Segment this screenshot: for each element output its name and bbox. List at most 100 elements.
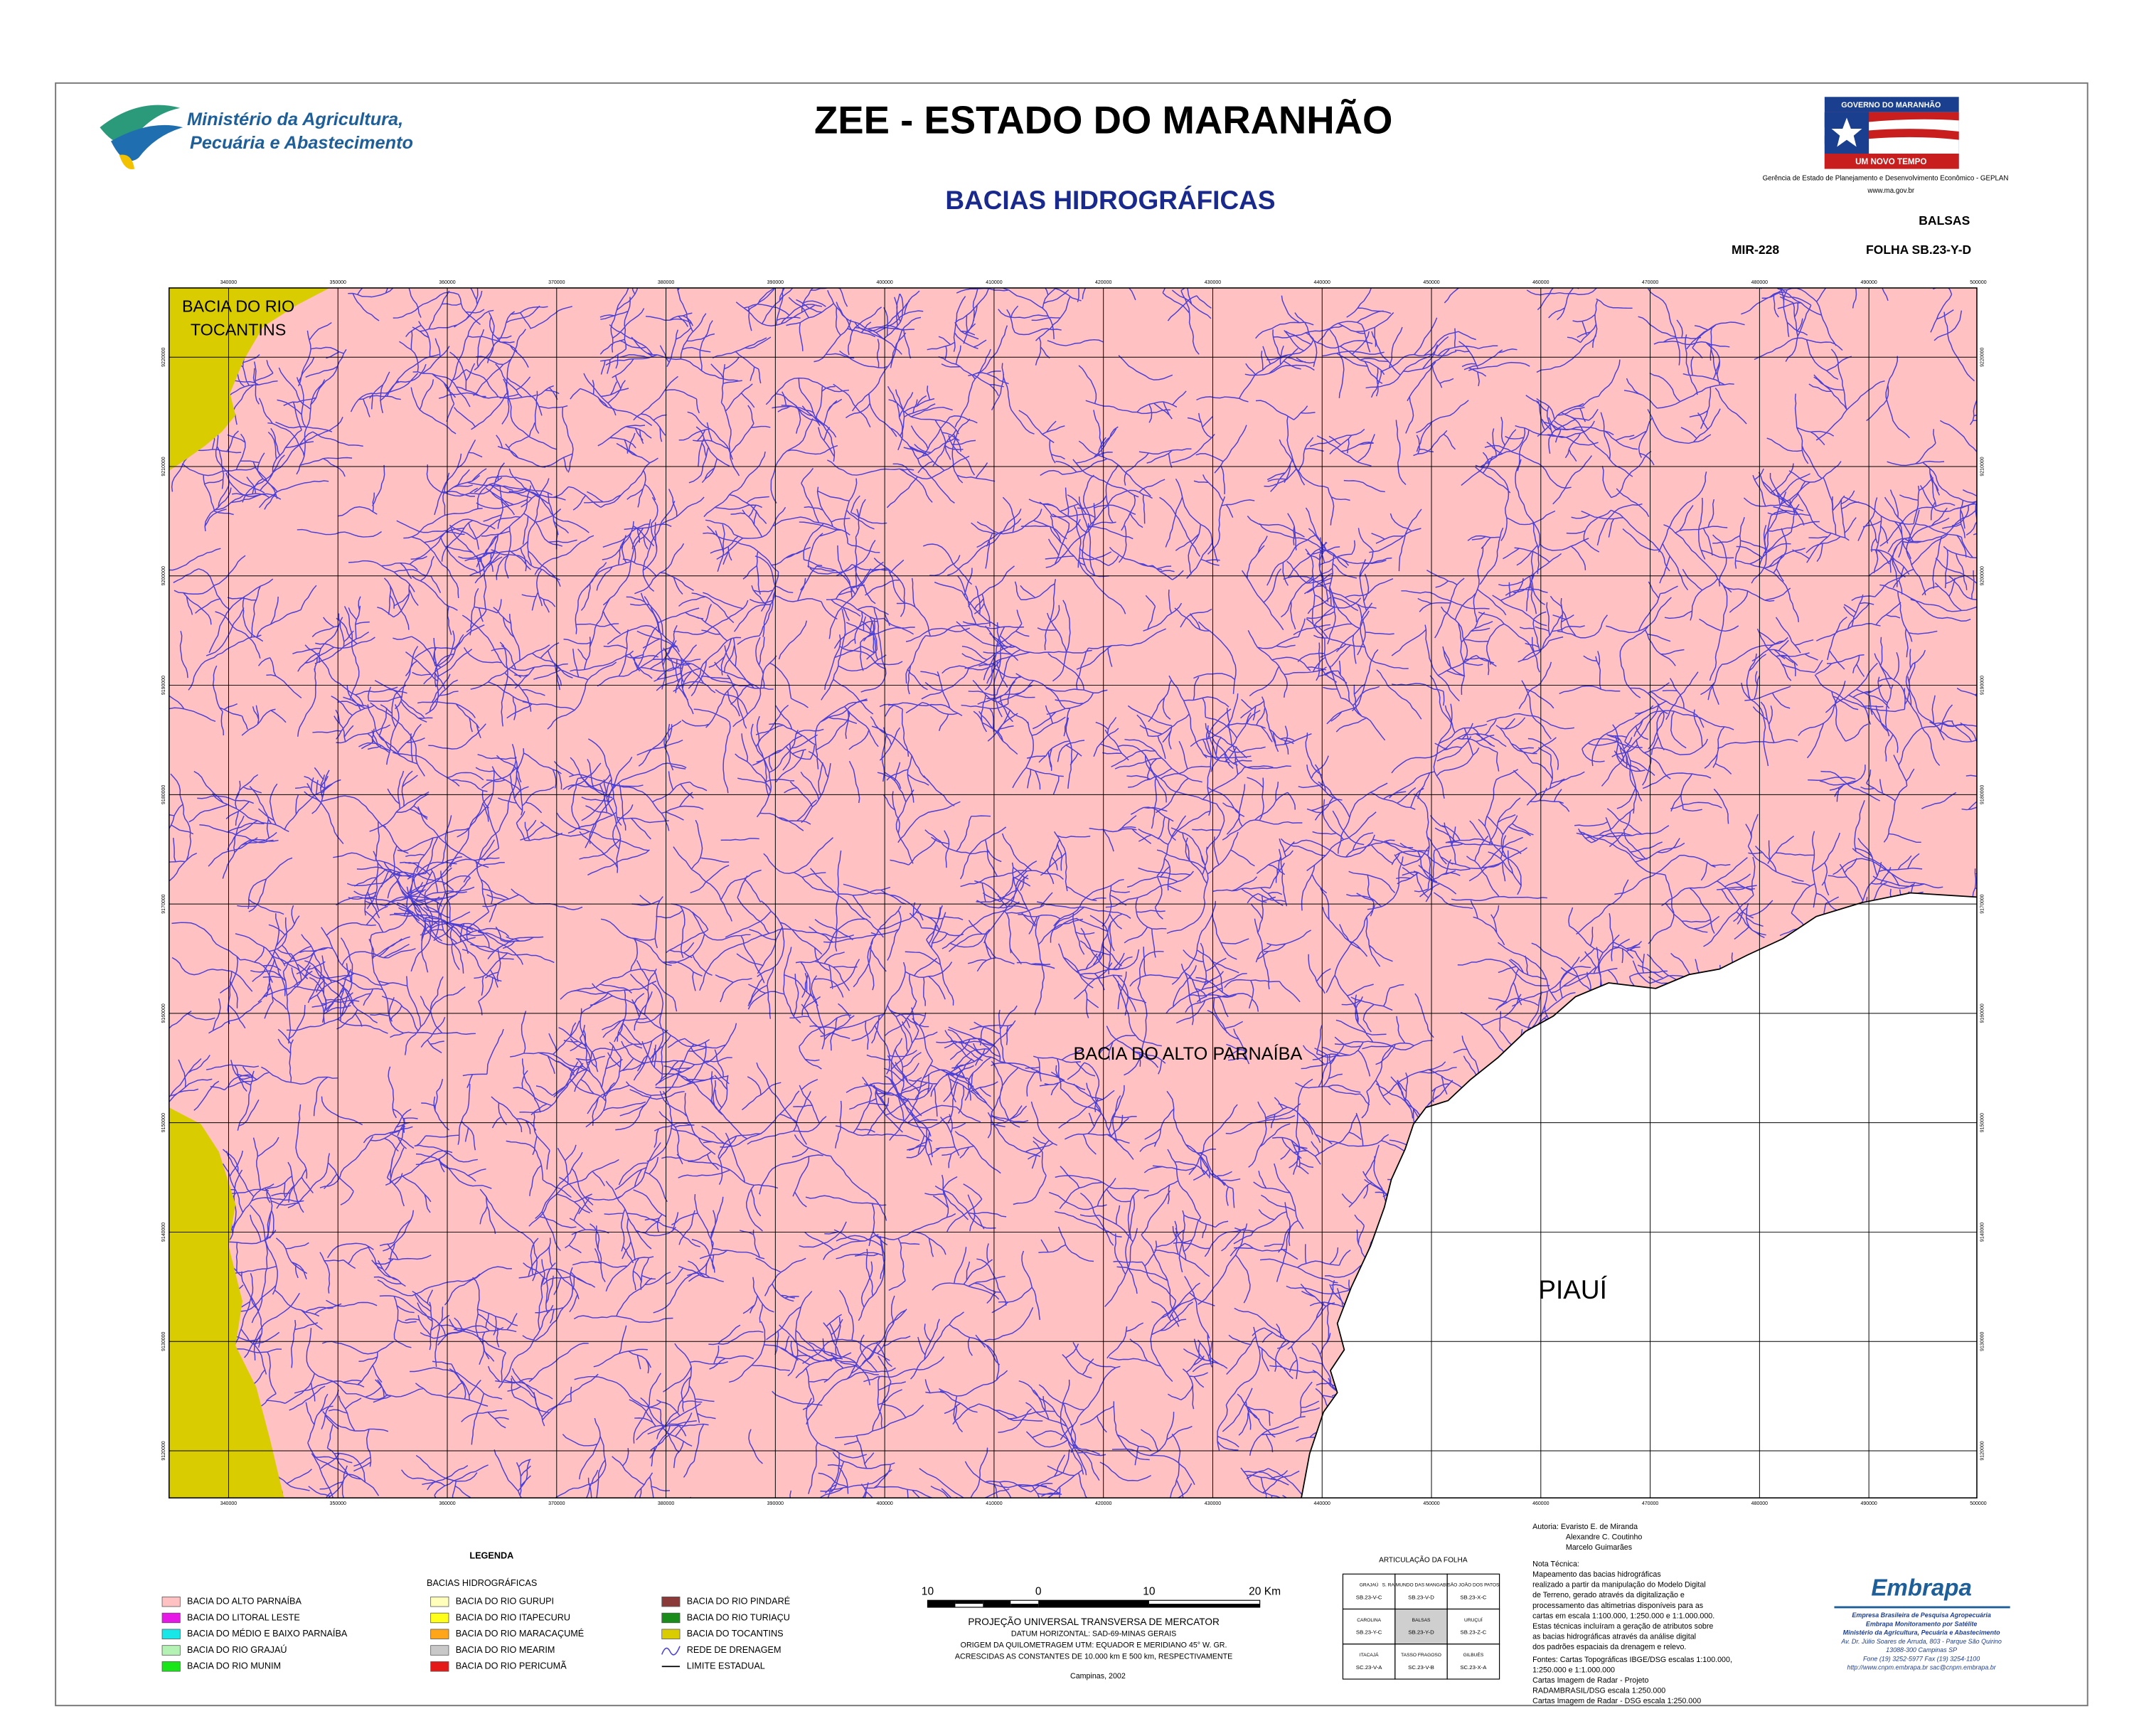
x-tick-label: 410000 xyxy=(986,1501,1002,1506)
x-tick-label: 380000 xyxy=(658,1501,674,1506)
scale-label: 20 Km xyxy=(1249,1586,1281,1598)
articulation-cell xyxy=(1342,1644,1396,1680)
legend-group: BACIAS HIDROGRÁFICAS xyxy=(427,1577,537,1588)
y-tick-label: 9220000 xyxy=(1980,347,1985,366)
basin-tocantins xyxy=(169,1107,284,1498)
x-tick-label: 470000 xyxy=(1642,1501,1658,1506)
legend-label: BACIA DO MÉDIO E BAIXO PARNAÍBA xyxy=(187,1628,348,1639)
articulation-name: GILBUÉS xyxy=(1463,1651,1484,1658)
sheet-name: BALSAS xyxy=(1919,213,1970,228)
x-tick-label: 420000 xyxy=(1095,280,1111,285)
basin-label: BACIA DO RIO xyxy=(182,297,294,315)
legend-label: BACIA DO RIO PINDARÉ xyxy=(687,1596,790,1607)
articulation-code: SC.23-V-B xyxy=(1408,1664,1434,1671)
scale-bar-segment xyxy=(1010,1604,1039,1607)
legend-swatch xyxy=(161,1629,181,1639)
legend-swatch xyxy=(661,1629,681,1639)
x-tick-label: 480000 xyxy=(1751,280,1768,285)
sources-note: RADAMBRASIL/DSG escala 1:250.000 xyxy=(1532,1687,1665,1695)
x-tick-label: 500000 xyxy=(1970,1501,1986,1506)
legend-swatch xyxy=(430,1629,449,1639)
legend-drainage-symbol xyxy=(661,1646,681,1656)
legend-swatch xyxy=(161,1612,181,1624)
y-tick-label: 9170000 xyxy=(161,894,166,913)
legend-label: BACIA DO RIO PERICUMÃ xyxy=(456,1661,567,1671)
articulation-code: SC.23-X-A xyxy=(1460,1664,1487,1671)
legend-swatch xyxy=(161,1596,181,1607)
technical-note: dos padrões espaciais da drenagem e rele… xyxy=(1532,1643,1686,1651)
technical-note: de Terreno, gerado através da digitaliza… xyxy=(1532,1591,1685,1599)
legend-swatch xyxy=(430,1661,449,1672)
y-tick-label: 9180000 xyxy=(161,785,166,804)
technical-note: as bacias hidrográficas através da análi… xyxy=(1532,1633,1696,1641)
x-tick-label: 400000 xyxy=(876,1501,892,1506)
y-tick-label: 9200000 xyxy=(161,566,166,585)
embrapa-info: Av. Dr. Júlio Soares de Arruda, 803 - Pa… xyxy=(1840,1638,2002,1645)
legend-label: BACIA DO RIO GURUPI xyxy=(456,1597,554,1607)
basin-label: TOCANTINS xyxy=(191,320,286,339)
legend-swatch xyxy=(161,1661,181,1672)
map-border xyxy=(168,287,1978,1498)
government-logo xyxy=(1824,97,1959,169)
scale-bar-segment xyxy=(1038,1600,1149,1607)
y-tick-label: 9170000 xyxy=(1980,894,1985,913)
x-tick-label: 430000 xyxy=(1205,280,1221,285)
scale-bar-segment xyxy=(983,1600,1011,1607)
y-tick-label: 9120000 xyxy=(161,1441,166,1460)
legend-label: REDE DE DRENAGEM xyxy=(687,1645,782,1655)
embrapa-info: 13088-300 Campinas SP xyxy=(1886,1646,1957,1654)
articulation-cell xyxy=(1446,1644,1500,1680)
legend-swatch xyxy=(430,1596,449,1607)
articulation-name: ITACAJÁ xyxy=(1360,1651,1379,1658)
basin-label: BACIA DO ALTO PARNAÍBA xyxy=(1073,1043,1302,1064)
legend-label: BACIA DO TOCANTINS xyxy=(687,1629,784,1639)
articulation-cell xyxy=(1394,1644,1448,1680)
subtitle: BACIAS HIDROGRÁFICAS xyxy=(945,186,1275,215)
articulation-code: SB.23-V-C xyxy=(1356,1594,1382,1600)
projection-text: DATUM HORIZONTAL: SAD-69-MINAS GERAIS xyxy=(1011,1629,1176,1638)
x-tick-label: 370000 xyxy=(548,280,565,285)
x-tick-label: 370000 xyxy=(548,1501,565,1506)
legend-swatch xyxy=(430,1645,449,1656)
title: ZEE - ESTADO DO MARANHÃO xyxy=(814,99,1392,142)
x-tick-label: 360000 xyxy=(439,1501,455,1506)
embrapa-info: Empresa Brasileira de Pesquisa Agropecuá… xyxy=(1852,1612,1990,1619)
place-date: Campinas, 2002 xyxy=(1070,1672,1126,1681)
embrapa-info: http://www.cnpm.embrapa.br sac@cnpm.embr… xyxy=(1847,1664,1996,1671)
scale-bar-segment xyxy=(927,1600,956,1607)
articulation-name: TASSO FRAGOSO xyxy=(1401,1653,1441,1658)
x-tick-label: 490000 xyxy=(1860,1501,1877,1506)
legend-swatch xyxy=(430,1612,449,1624)
y-tick-label: 9190000 xyxy=(1980,676,1985,695)
x-tick-label: 500000 xyxy=(1970,280,1986,285)
articulation-code: SB.23-X-C xyxy=(1460,1594,1487,1600)
embrapa-info: Fone (19) 3252-5977 Fax (19) 3254-1100 xyxy=(1863,1655,1980,1662)
technical-note: realizado a partir da manipulação do Mod… xyxy=(1532,1581,1706,1589)
legend-swatch xyxy=(161,1645,181,1656)
y-tick-label: 9220000 xyxy=(161,347,166,366)
y-tick-label: 9210000 xyxy=(161,457,166,476)
articulation-code: SB.23-Z-C xyxy=(1461,1629,1487,1636)
legend-swatch xyxy=(661,1612,681,1624)
x-tick-label: 390000 xyxy=(767,1501,784,1506)
articulation-name: BALSAS xyxy=(1412,1618,1431,1623)
sources-note: Fontes: Cartas Topográficas IBGE/DSG esc… xyxy=(1532,1656,1732,1664)
x-tick-label: 350000 xyxy=(330,1501,346,1506)
government-agency: Gerência de Estado de Planejamento e Des… xyxy=(1763,175,2009,183)
y-tick-label: 9130000 xyxy=(1980,1332,1985,1351)
legend-label: LIMITE ESTADUAL xyxy=(687,1661,765,1671)
articulation-name: SÃO JOÃO DOS PATOS xyxy=(1447,1582,1500,1588)
x-tick-label: 350000 xyxy=(330,280,346,285)
projection-text: PROJEÇÃO UNIVERSAL TRANSVERSA DE MERCATO… xyxy=(968,1617,1220,1627)
articulation-name: CAROLINA xyxy=(1357,1618,1381,1623)
articulation-title: ARTICULAÇÃO DA FOLHA xyxy=(1379,1555,1468,1564)
x-tick-label: 390000 xyxy=(767,280,784,285)
scale-bar-segment xyxy=(955,1600,983,1604)
articulation-cell xyxy=(1446,1573,1500,1610)
sources-note: 1:250.000 e 1:1.000.000 xyxy=(1532,1666,1615,1674)
x-tick-label: 380000 xyxy=(658,280,674,285)
legend-label: BACIA DO RIO TURIAÇU xyxy=(687,1612,790,1622)
legend-label: BACIA DO RIO ITAPECURU xyxy=(456,1612,570,1622)
y-tick-label: 9190000 xyxy=(161,676,166,695)
